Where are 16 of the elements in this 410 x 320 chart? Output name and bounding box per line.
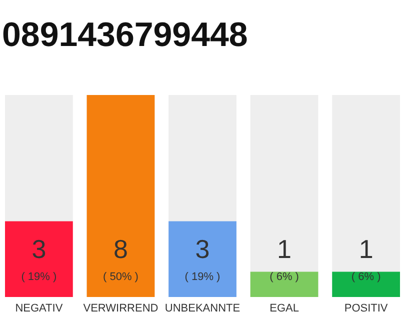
data-label: 1: [358, 234, 374, 264]
chart-title: 0891436799448: [2, 16, 248, 54]
x-tick-label: NEGATIV: [15, 302, 64, 314]
data-label: 3: [195, 234, 210, 264]
x-tick-label: EGAL: [270, 302, 299, 314]
x-tick-label: POSITIV: [344, 302, 388, 314]
data-label: 3: [32, 234, 46, 264]
annotation: ( 6% ): [351, 271, 381, 283]
annotation: ( 19% ): [184, 271, 220, 283]
data-label: 8: [113, 234, 128, 264]
annotation: ( 50% ): [102, 271, 138, 283]
x-tick-label: UNBEKANNTE: [164, 302, 240, 314]
data-label: 1: [277, 234, 292, 264]
annotation: ( 6% ): [270, 271, 299, 283]
annotation: ( 19% ): [21, 271, 57, 283]
x-tick-label: VERWIRREND: [83, 302, 158, 314]
